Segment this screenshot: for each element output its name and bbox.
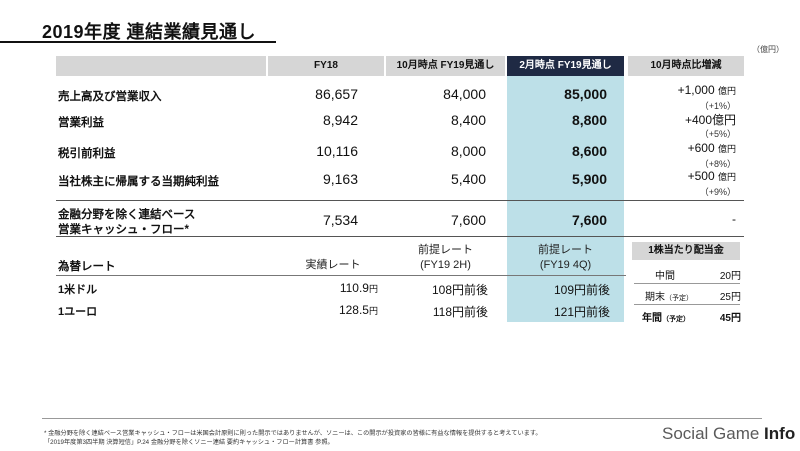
value-change: +400億円 [684, 113, 736, 127]
footnote: 「2019年度第3四半期 決算短信」P.24 金融分野を除くソニー連結 要約キャ… [44, 439, 334, 446]
divider [56, 200, 744, 201]
dividend-label: 期末（予定） [645, 292, 693, 303]
divider [634, 304, 740, 305]
value-feb: 8,800 [571, 112, 607, 128]
value-fy18: 8,942 [322, 112, 358, 128]
value-oct: 7,600 [450, 212, 486, 228]
dividend-value: 20円 [719, 271, 741, 282]
footer-divider [42, 418, 762, 419]
row-label: 税引前利益 [58, 148, 116, 160]
divider [56, 275, 626, 276]
dividend-label: 年間（予定） [642, 313, 690, 324]
value-feb: 5,900 [571, 171, 607, 187]
value-change-pct: （+8%） [699, 159, 736, 169]
fx-actual: 128.5円 [338, 303, 378, 317]
value-feb: 85,000 [564, 86, 607, 102]
site-logo: Social Game Info [662, 424, 796, 443]
value-feb: 8,600 [571, 143, 607, 159]
col-header-oct: 10月時点 FY19見通し [386, 56, 505, 76]
page-title: 2019年度 連結業績見通し [42, 22, 257, 42]
fx-feb: 121円前後 [553, 305, 610, 319]
row-label: 営業利益 [58, 117, 104, 129]
fx-feb: 109円前後 [553, 283, 610, 297]
col-header-feb: 2月時点 FY19見通し [507, 56, 624, 76]
row-label: 当社株主に帰属する当期純利益 [58, 176, 219, 188]
row-label: 売上高及び営業収入 [58, 91, 162, 103]
dividend-title: 1株当たり配当金 [632, 242, 740, 260]
fx-head-oct: 前提レート (FY19 2H) [418, 244, 473, 271]
col-header-blank [56, 56, 266, 76]
fx-actual: 110.9円 [339, 281, 378, 295]
value-oct: 8,000 [450, 143, 486, 159]
fx-label: 為替レート [58, 261, 116, 273]
value-change-pct: （+9%） [699, 187, 736, 197]
value-change: +500 億円 [687, 169, 736, 183]
value-oct: 5,400 [450, 171, 486, 187]
divider [634, 283, 740, 284]
value-change-pct: （+1%） [699, 101, 736, 111]
value-fy18: 7,534 [322, 212, 358, 228]
divider [56, 236, 744, 237]
row-label: 金融分野を除く連結ベース 営業キャッシュ・フロー* [58, 209, 196, 236]
row-label: 1ユーロ [58, 306, 98, 318]
value-fy18: 9,163 [322, 171, 358, 187]
row-label: 1米ドル [58, 284, 98, 296]
col-header-change: 10月時点比増減 [628, 56, 744, 76]
dividend-value: 25円 [719, 292, 741, 303]
value-change-pct: （+5%） [699, 129, 736, 139]
title-underline [0, 41, 276, 43]
value-fy18: 86,657 [315, 86, 358, 102]
value-change: +600 億円 [687, 141, 736, 155]
value-feb: 7,600 [571, 212, 607, 228]
highlight-column [507, 56, 624, 322]
value-change: +1,000 億円 [677, 83, 736, 97]
value-change: - [732, 212, 736, 226]
value-oct: 8,400 [450, 112, 486, 128]
fx-head-actual: 実績レート [305, 259, 361, 271]
dividend-value: 45円 [719, 313, 741, 324]
value-oct: 84,000 [443, 86, 486, 102]
fx-head-feb: 前提レート (FY19 4Q) [538, 244, 593, 271]
fx-oct: 118円前後 [432, 305, 488, 319]
value-fy18: 10,116 [316, 143, 358, 159]
fx-oct: 108円前後 [431, 283, 488, 297]
footnote: * 金融分野を除く連結ベース営業キャッシュ・フローは米国会計原則に則った開示では… [44, 430, 542, 437]
unit-note: （億円） [752, 45, 784, 54]
dividend-label: 中間 [655, 271, 675, 282]
col-header-fy18: FY18 [268, 56, 384, 76]
